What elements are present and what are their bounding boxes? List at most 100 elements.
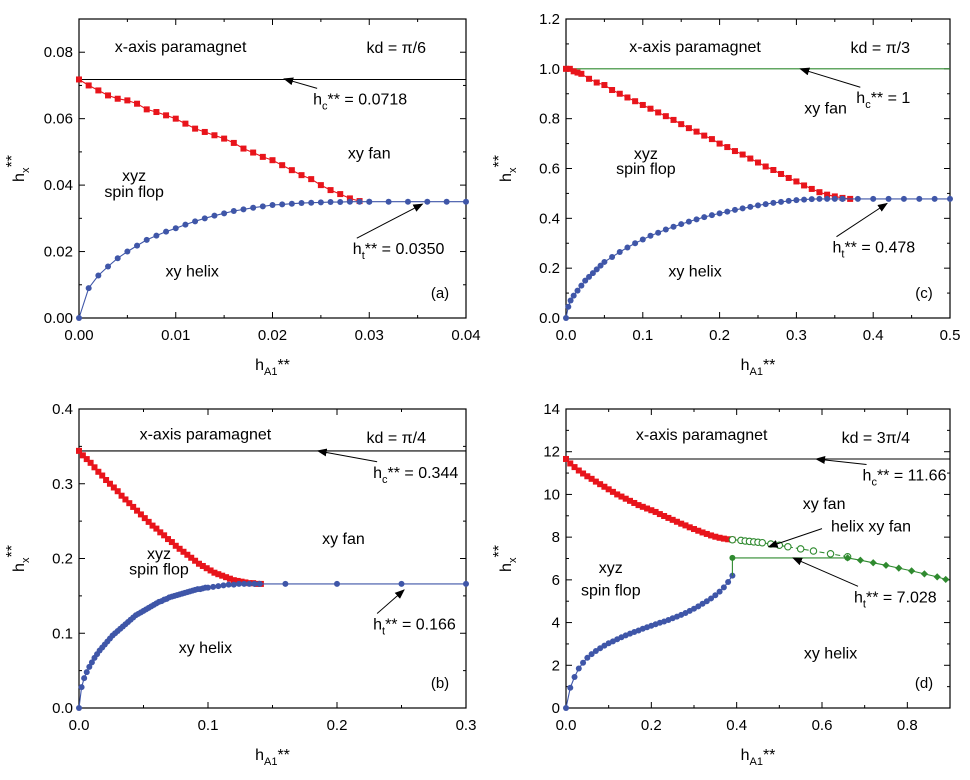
annotation-label: ht** = 0.0350 xyxy=(353,241,445,262)
data-point xyxy=(685,218,692,225)
annotation-t: ht** = 0.166 xyxy=(373,589,456,638)
data-point xyxy=(588,651,595,658)
x-axis-title: hA1** xyxy=(741,747,776,768)
annotation-value: ** = 7.028 xyxy=(866,589,937,606)
data-point xyxy=(161,532,168,539)
data-point xyxy=(308,199,315,206)
annotation-label: ht** = 7.028 xyxy=(854,589,937,610)
y-axis-title-sup: ** xyxy=(491,545,508,557)
annotation-label: ht** = 0.478 xyxy=(832,240,915,261)
region-label: spin flop xyxy=(581,583,641,600)
data-point xyxy=(463,580,469,587)
x-tick-label: 0.1 xyxy=(632,327,653,344)
data-point xyxy=(137,511,144,518)
y-tick-label: 0.2 xyxy=(539,260,560,277)
data-point xyxy=(76,447,82,454)
data-point xyxy=(571,674,578,681)
data-point xyxy=(597,481,604,488)
data-point xyxy=(215,583,222,590)
annotation-sub: c xyxy=(322,100,328,112)
data-point xyxy=(176,545,183,552)
data-point xyxy=(282,580,289,587)
data-point xyxy=(673,518,680,525)
series-line xyxy=(565,458,733,541)
data-point xyxy=(105,263,112,270)
data-point xyxy=(215,571,222,578)
x-tick-label: 0.5 xyxy=(940,327,961,344)
data-point xyxy=(574,69,581,76)
data-point xyxy=(567,297,574,304)
x-axis-title-main: h xyxy=(741,357,750,374)
data-point xyxy=(201,128,208,135)
y-tick-label: 0.02 xyxy=(44,244,73,261)
x-axis-title-sup: ** xyxy=(763,357,775,374)
series-line xyxy=(566,68,851,200)
data-point xyxy=(192,557,199,564)
data-point xyxy=(153,109,160,116)
data-point xyxy=(235,580,242,587)
data-point xyxy=(588,475,595,482)
data-point xyxy=(593,266,600,273)
data-point xyxy=(784,543,792,551)
data-point xyxy=(678,121,685,128)
data-point xyxy=(728,535,737,544)
data-point xyxy=(793,197,800,204)
data-point xyxy=(563,65,569,72)
region-label: xy helix xyxy=(804,646,857,663)
data-point xyxy=(366,198,373,205)
region-label: spin flop xyxy=(616,161,676,178)
data-point xyxy=(385,198,392,205)
data-point xyxy=(567,684,574,691)
y-tick-label: 2 xyxy=(552,657,560,674)
annotation-sub: t xyxy=(362,250,365,262)
annotation-main: h xyxy=(353,241,362,258)
x-tick-label: 0.02 xyxy=(258,327,287,344)
y-tick-label: 6 xyxy=(552,572,560,589)
data-point xyxy=(110,484,117,491)
annotation-main: h xyxy=(832,240,841,257)
data-point xyxy=(567,460,574,467)
data-point xyxy=(195,560,202,567)
data-point xyxy=(141,515,148,522)
data-point xyxy=(622,495,629,502)
region-label: xy helix xyxy=(668,264,721,281)
data-point xyxy=(317,182,324,189)
data-point xyxy=(149,522,156,529)
series-helix-boundary xyxy=(76,198,373,321)
x-tick-label: 0.04 xyxy=(451,327,480,344)
data-point xyxy=(337,191,344,198)
data-point xyxy=(424,198,431,205)
plot-frame xyxy=(78,408,467,709)
data-point xyxy=(230,139,237,146)
data-point xyxy=(241,580,248,587)
data-point xyxy=(211,212,218,219)
data-point xyxy=(724,208,731,215)
data-point xyxy=(762,163,769,170)
data-point xyxy=(639,503,646,510)
data-point xyxy=(816,189,823,196)
data-point xyxy=(716,140,723,147)
data-point xyxy=(192,125,199,132)
y-tick-label: 0.06 xyxy=(44,111,73,128)
annotation-label: hc** = 11.66 xyxy=(863,468,947,489)
panel-tag: (d) xyxy=(915,675,933,692)
data-point xyxy=(808,196,815,203)
annotation-sub: t xyxy=(863,598,866,610)
data-point xyxy=(916,195,923,202)
annotation-main: h xyxy=(313,91,322,108)
series-line xyxy=(732,539,848,558)
data-point xyxy=(824,191,831,198)
data-point xyxy=(801,196,808,203)
data-point xyxy=(635,502,642,509)
data-point xyxy=(317,199,324,206)
data-point xyxy=(106,480,113,487)
data-point xyxy=(601,258,608,265)
data-point xyxy=(624,244,631,251)
data-point xyxy=(172,225,179,232)
data-point xyxy=(826,550,835,558)
annotation-arrow xyxy=(792,557,859,587)
data-point xyxy=(708,595,715,602)
data-point xyxy=(593,79,600,86)
data-point xyxy=(691,526,697,533)
y-axis-title: hx** xyxy=(491,545,519,572)
